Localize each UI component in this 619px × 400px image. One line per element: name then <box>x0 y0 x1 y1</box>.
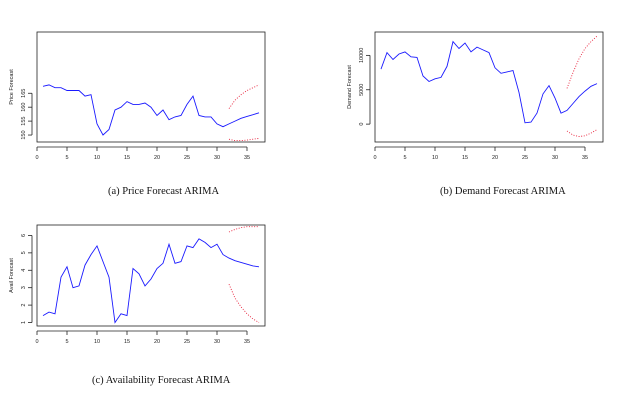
x-tick-label: 35 <box>244 339 250 345</box>
availability-forecast-chart: 0 5 10 15 20 25 30 35 1 2 3 4 5 6 Avail Forecast <box>9 224 266 345</box>
y-tick-label: 1 <box>21 321 27 324</box>
series-line-upper <box>228 226 259 233</box>
x-tick-label: 15 <box>124 155 130 161</box>
caption-availability: (c) Availability Forecast ARIMA <box>92 375 231 386</box>
x-tick-label: 25 <box>184 339 190 345</box>
y-axis-label: Avail Forecast <box>9 258 15 293</box>
y-axis-label: Price Forecast <box>9 69 15 105</box>
series-line-lower <box>228 284 260 323</box>
x-tick-label: 20 <box>154 339 160 345</box>
x-tick-label: 5 <box>403 155 406 161</box>
x-tick-label: 5 <box>65 155 68 161</box>
y-tick-label: 2 <box>21 304 27 307</box>
y-tick-label: 160 <box>21 103 27 112</box>
y-tick-label: 150 <box>21 130 27 139</box>
x-tick-label: 10 <box>94 339 100 345</box>
series-line-forecast <box>42 238 260 324</box>
plot-frame <box>36 31 266 143</box>
y-tick-label: 155 <box>21 117 27 126</box>
chart-panel-demand: 0 5 10 15 20 25 30 35 0 5000 10000 Demand Forecast … <box>330 20 619 210</box>
y-tick-label: 5000 <box>359 84 365 96</box>
x-tick-label: 20 <box>154 155 160 161</box>
caption-price: (a) Price Forecast ARIMA <box>108 186 220 197</box>
x-tick-label: 25 <box>184 155 190 161</box>
series-line-upper <box>566 35 598 89</box>
series-line-lower <box>228 137 260 142</box>
y-tick-label: 0 <box>359 123 365 126</box>
y-tick-label: 3 <box>21 286 27 289</box>
series-line-forecast <box>42 84 260 136</box>
chart-panel-availability: 0 5 10 15 20 25 30 35 1 2 3 4 5 6 Avail Forecast (c) A… <box>0 213 300 400</box>
x-tick-label: 15 <box>462 155 468 161</box>
x-tick-label: 15 <box>124 339 130 345</box>
y-tick-label: 6 <box>21 234 27 237</box>
x-tick-label: 30 <box>214 155 220 161</box>
x-tick-label: 30 <box>552 155 558 161</box>
y-tick-label: 5 <box>21 251 27 254</box>
plot-frame <box>374 31 604 143</box>
y-tick-label: 4 <box>21 269 27 272</box>
x-tick-label: 20 <box>492 155 498 161</box>
series-line-upper <box>228 84 260 109</box>
y-tick-label: 10000 <box>359 48 365 63</box>
chart-panel-price: 0 5 10 15 20 25 30 35 150 155 160 165 Price Forecast… <box>0 20 300 210</box>
demand-forecast-chart: 0 5 10 15 20 25 30 35 0 5000 10000 Demand Forecast <box>347 31 604 161</box>
x-tick-label: 0 <box>373 155 376 161</box>
x-tick-label: 10 <box>432 155 438 161</box>
x-tick-label: 25 <box>522 155 528 161</box>
x-tick-label: 35 <box>582 155 588 161</box>
series-line-lower <box>566 129 598 137</box>
x-tick-label: 0 <box>35 339 38 345</box>
x-tick-label: 5 <box>65 339 68 345</box>
price-forecast-chart: 0 5 10 15 20 25 30 35 150 155 160 165 Price Forecast <box>9 31 266 161</box>
series-line-forecast <box>380 40 598 124</box>
y-tick-label: 165 <box>21 89 27 98</box>
caption-demand: (b) Demand Forecast ARIMA <box>440 186 566 197</box>
x-tick-label: 10 <box>94 155 100 161</box>
x-tick-label: 35 <box>244 155 250 161</box>
y-axis-label: Demand Forecast <box>347 65 353 109</box>
x-tick-label: 30 <box>214 339 220 345</box>
plot-frame <box>36 224 266 327</box>
x-tick-label: 0 <box>35 155 38 161</box>
